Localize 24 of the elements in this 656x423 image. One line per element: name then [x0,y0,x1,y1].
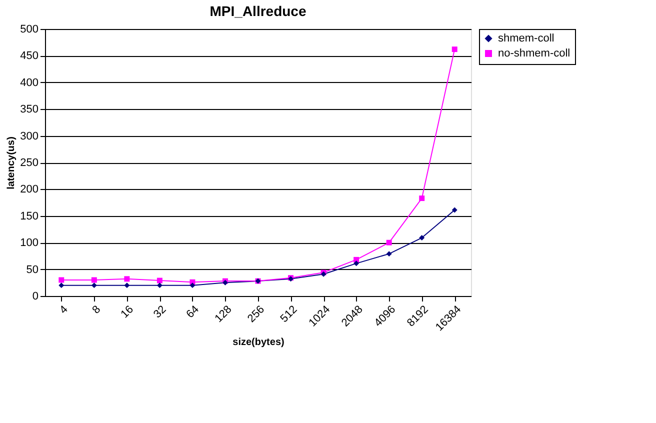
x-axis-title: size(bytes) [232,336,284,348]
y-tick-label: 400 [20,76,38,89]
legend-label: no-shmem-coll [498,48,570,60]
y-tick-label: 500 [20,24,38,36]
y-tick-label: 300 [20,130,38,142]
y-tick-label: 250 [20,157,38,169]
chart-title: MPI_Allreduce [210,3,306,19]
x-tick-label: 256 [246,304,267,325]
y-tick-label: 350 [20,104,38,116]
y-tick-label: 200 [20,184,38,196]
x-tick-label: 16 [118,304,136,321]
x-tick-label: 32 [152,304,169,321]
y-tick-label: 0 [32,290,38,302]
y-tick-label: 50 [26,264,38,276]
x-tick-label: 4 [58,304,70,316]
y-tick-label: 150 [20,210,38,222]
y-axis-title: latency(us) [6,136,18,190]
y-tick-label: 450 [20,50,38,62]
x-tick-label: 8 [90,304,104,316]
x-tick-label: 64 [184,304,202,321]
y-tick-label: 100 [20,237,38,250]
legend-label: shmem-coll [498,32,554,44]
x-tick-label: 512 [278,304,300,325]
x-tick-label: 128 [212,304,234,325]
